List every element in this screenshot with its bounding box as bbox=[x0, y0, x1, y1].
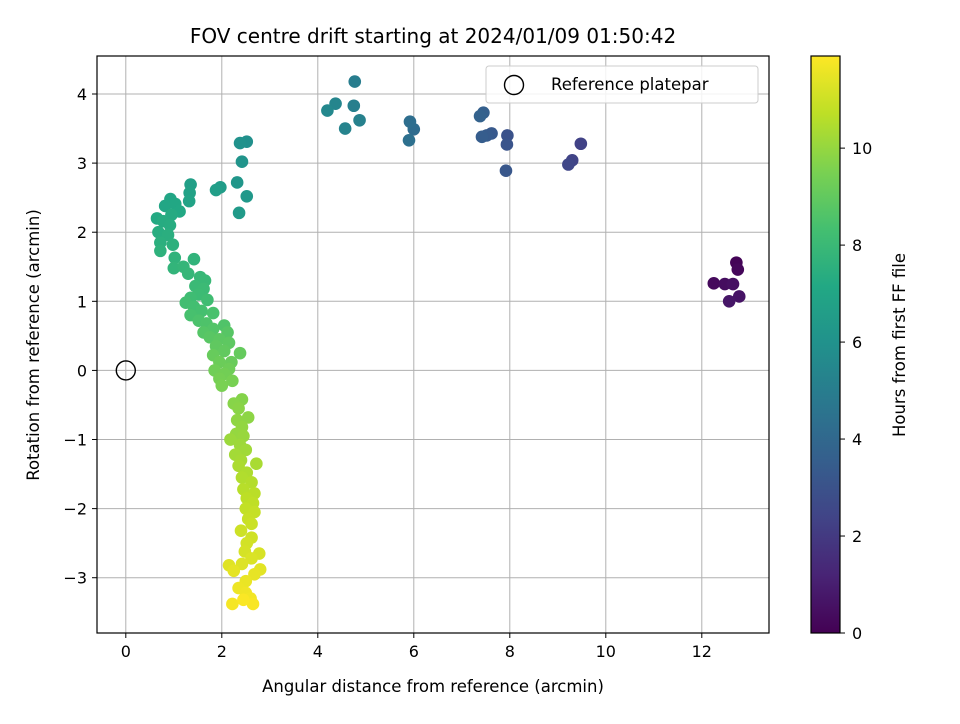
y-axis-ticks: −3 −2 −1 0 1 2 3 4 bbox=[63, 85, 97, 588]
y-axis-label: Rotation from reference (arcmin) bbox=[24, 209, 43, 481]
data-point bbox=[182, 194, 196, 208]
y-tick-label: −1 bbox=[63, 431, 87, 450]
data-point bbox=[246, 597, 260, 611]
data-point bbox=[338, 122, 352, 135]
data-point bbox=[201, 293, 214, 307]
data-point bbox=[158, 199, 172, 213]
data-point bbox=[562, 158, 575, 171]
colorbar bbox=[810, 55, 841, 634]
data-point bbox=[500, 138, 514, 151]
data-point bbox=[235, 155, 249, 169]
data-point bbox=[250, 457, 263, 471]
data-point bbox=[154, 244, 167, 258]
x-tick-label: 2 bbox=[217, 642, 227, 661]
colorbar-tick-label: 8 bbox=[852, 236, 862, 255]
data-point bbox=[163, 218, 177, 232]
data-point bbox=[348, 75, 362, 88]
x-axis-label: Angular distance from reference (arcmin) bbox=[262, 677, 604, 696]
colorbar-tick-label: 4 bbox=[852, 430, 862, 449]
data-point bbox=[240, 189, 254, 203]
chart-title: FOV centre drift starting at 2024/01/09 … bbox=[190, 24, 676, 48]
data-point bbox=[732, 290, 746, 303]
data-point bbox=[230, 176, 244, 189]
data-point bbox=[167, 261, 181, 275]
y-tick-label: 0 bbox=[77, 361, 87, 380]
data-points bbox=[150, 75, 746, 611]
data-point bbox=[241, 411, 255, 424]
colorbar-ticks: 0 2 4 6 8 10 bbox=[840, 139, 872, 643]
data-point bbox=[574, 137, 588, 151]
data-point bbox=[239, 443, 253, 457]
data-point bbox=[187, 252, 201, 266]
legend-label: Reference platepar bbox=[551, 75, 709, 94]
data-point bbox=[227, 564, 241, 578]
data-point bbox=[475, 130, 489, 144]
y-tick-label: −2 bbox=[63, 500, 87, 519]
data-point bbox=[321, 104, 334, 117]
data-point bbox=[245, 552, 258, 565]
x-tick-label: 8 bbox=[505, 642, 515, 661]
data-point bbox=[707, 277, 721, 290]
data-point bbox=[501, 129, 514, 142]
y-tick-label: 2 bbox=[77, 223, 87, 242]
data-point bbox=[195, 304, 208, 318]
colorbar-tick-label: 10 bbox=[852, 139, 872, 158]
x-axis-ticks: 0 2 4 6 8 10 12 bbox=[121, 633, 712, 661]
x-tick-label: 4 bbox=[313, 642, 323, 661]
data-point bbox=[234, 524, 248, 538]
x-tick-label: 10 bbox=[596, 642, 616, 661]
data-point bbox=[235, 471, 249, 484]
y-tick-label: 4 bbox=[77, 85, 87, 104]
data-point bbox=[166, 238, 180, 251]
data-point bbox=[245, 517, 258, 531]
data-point bbox=[233, 346, 247, 360]
data-point bbox=[206, 306, 220, 320]
colorbar-tick-label: 2 bbox=[852, 527, 862, 546]
legend-box bbox=[485, 65, 759, 104]
data-point bbox=[152, 225, 165, 239]
legend-marker bbox=[503, 74, 525, 96]
reference-platepar-marker bbox=[115, 360, 137, 381]
colorbar-tick-label: 0 bbox=[852, 624, 862, 643]
data-point bbox=[232, 402, 245, 415]
colorbar-label: Hours from first FF file bbox=[890, 253, 909, 437]
data-point bbox=[237, 593, 250, 607]
y-tick-label: −3 bbox=[63, 569, 87, 588]
data-point bbox=[224, 433, 237, 446]
colorbar-tick-label: 6 bbox=[852, 333, 862, 352]
data-point bbox=[181, 267, 195, 280]
data-point bbox=[353, 113, 366, 127]
data-point bbox=[161, 228, 175, 242]
legend: Reference platepar bbox=[485, 65, 759, 104]
reference-marker-layer bbox=[115, 360, 137, 381]
y-tick-label: 1 bbox=[77, 292, 87, 311]
data-point bbox=[168, 251, 182, 265]
x-tick-label: 6 bbox=[409, 642, 419, 661]
data-point bbox=[402, 134, 416, 147]
data-point bbox=[473, 109, 487, 123]
data-point bbox=[347, 99, 361, 113]
data-point bbox=[499, 164, 513, 178]
data-point bbox=[226, 374, 239, 388]
data-point bbox=[722, 295, 736, 308]
data-point bbox=[203, 330, 217, 344]
data-point bbox=[232, 206, 246, 220]
data-point bbox=[731, 263, 745, 276]
data-point bbox=[248, 567, 261, 581]
x-tick-label: 0 bbox=[121, 642, 131, 661]
data-point bbox=[209, 183, 223, 197]
plot-frame bbox=[96, 55, 770, 634]
data-point bbox=[233, 136, 247, 150]
grid-lines bbox=[97, 56, 769, 633]
y-tick-label: 3 bbox=[77, 154, 87, 173]
x-tick-label: 12 bbox=[692, 642, 712, 661]
data-point bbox=[215, 379, 229, 392]
data-point bbox=[217, 344, 231, 358]
data-point bbox=[226, 597, 239, 611]
data-point bbox=[403, 115, 417, 128]
data-point bbox=[726, 277, 740, 291]
